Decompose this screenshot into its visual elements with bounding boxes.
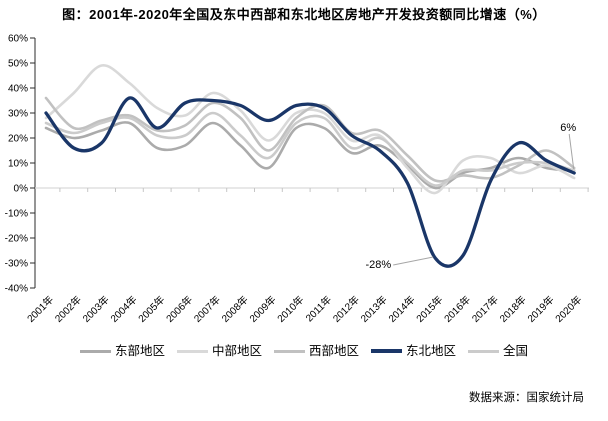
legend-item-national: 全国 bbox=[468, 344, 528, 358]
series-line-west bbox=[44, 96, 576, 183]
line-chart: 60% 50% 40% 30% 20% 10% 0% -10% -20% -30% -40%2001… bbox=[5, 34, 589, 325]
legend-item-central: 中部地区 bbox=[176, 344, 262, 358]
x-axis-label: 2015年 bbox=[413, 293, 445, 325]
y-axis-label: 60% bbox=[8, 34, 28, 45]
y-axis-label: -10% bbox=[5, 209, 28, 220]
x-axis-label: 2019年 bbox=[525, 293, 557, 325]
data-source: 数据来源：国家统计局 bbox=[469, 392, 584, 404]
legend-line-swatch-west bbox=[273, 349, 305, 353]
x-axis-label: 2012年 bbox=[330, 293, 362, 325]
x-axis-label: 2004年 bbox=[108, 293, 140, 325]
y-axis-label: -40% bbox=[5, 284, 28, 295]
x-axis-label: 2014年 bbox=[386, 293, 418, 325]
x-axis-label: 2010年 bbox=[274, 293, 306, 325]
x-axis-label: 2006年 bbox=[163, 293, 195, 325]
x-axis-label: 2007年 bbox=[191, 293, 223, 325]
x-axis-label: 2018年 bbox=[497, 293, 529, 325]
x-axis-label: 2020年 bbox=[552, 293, 584, 325]
legend-line-swatch-national bbox=[468, 349, 500, 353]
x-axis-label: 2005年 bbox=[135, 293, 167, 325]
x-axis-label: 2003年 bbox=[80, 293, 112, 325]
y-axis-label: 30% bbox=[8, 109, 28, 120]
legend-line-swatch-east bbox=[79, 349, 111, 353]
y-axis-label: 10% bbox=[8, 159, 28, 170]
y-axis-label: 20% bbox=[8, 134, 28, 145]
legend-label-east: 东部地区 bbox=[114, 344, 165, 358]
legend-line-swatch-central bbox=[176, 349, 208, 353]
annotation-label: 6% bbox=[560, 122, 576, 134]
y-axis-label: 50% bbox=[8, 59, 28, 70]
x-axis-label: 2016年 bbox=[441, 293, 473, 325]
legend-item-west: 西部地区 bbox=[273, 344, 359, 358]
annotation-leader bbox=[393, 256, 434, 266]
series-line-central bbox=[44, 64, 576, 195]
chart-title: 图：2001年-2020年全国及东中西部和东北地区房地产开发投资额同比增速（%） bbox=[62, 7, 546, 22]
legend-label-west: 西部地区 bbox=[308, 344, 359, 358]
series-line-east bbox=[44, 121, 576, 190]
legend-item-east: 东部地区 bbox=[79, 344, 165, 358]
x-axis-label: 2008年 bbox=[219, 293, 251, 325]
legend-label-central: 中部地区 bbox=[211, 344, 262, 358]
legend-line-swatch-northeast bbox=[371, 349, 402, 353]
y-axis-label: -20% bbox=[5, 234, 28, 245]
legend-item-northeast: 东北地区 bbox=[371, 344, 456, 358]
annotation-label: -28% bbox=[366, 259, 392, 271]
x-axis-label: 2013年 bbox=[358, 293, 390, 325]
y-axis-label: 40% bbox=[8, 84, 28, 95]
y-axis-label: -30% bbox=[5, 259, 28, 270]
series-line-national bbox=[44, 111, 576, 187]
annotation-leader bbox=[568, 133, 575, 170]
legend-label-national: 全国 bbox=[503, 344, 529, 358]
series-line-northeast bbox=[44, 96, 576, 268]
legend: 东部地区 中部地区 西部地区 东北地区 全国 bbox=[0, 342, 608, 360]
x-axis-label: 2017年 bbox=[469, 293, 501, 325]
x-axis-label: 2009年 bbox=[247, 293, 279, 325]
x-axis-label: 2011年 bbox=[303, 293, 334, 324]
y-axis-label: 0% bbox=[14, 184, 29, 195]
x-axis-label: 2001年 bbox=[24, 293, 56, 325]
legend-label-northeast: 东北地区 bbox=[406, 344, 457, 358]
x-axis-label: 2002年 bbox=[52, 293, 84, 325]
